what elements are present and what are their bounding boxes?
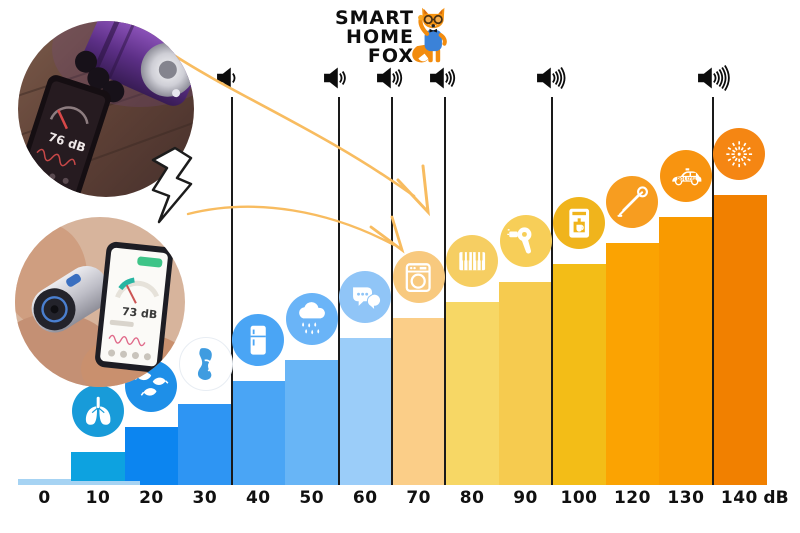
loudspeaker-4-waves: [536, 64, 574, 96]
axis-label-70: 70: [406, 488, 431, 508]
refrigerator-icon: [232, 314, 285, 366]
marker-line: [390, 97, 393, 485]
piano-glyph: [454, 243, 490, 279]
loudspeaker-1-waves: [216, 64, 254, 96]
bar-20db: [124, 427, 179, 485]
axis-label-50: 50: [299, 488, 325, 508]
bar-100db: [552, 264, 607, 485]
axis-label-0: 0: [38, 488, 51, 508]
loudspeaker-5-waves: [697, 64, 735, 96]
axis-label-60: 60: [352, 488, 378, 508]
breathing-icon: [71, 385, 124, 437]
loudspeaker-icon: [537, 67, 566, 89]
logo-line-1: SMART: [334, 7, 414, 29]
marker-line: [444, 97, 447, 485]
lungs-glyph: [80, 393, 116, 429]
axis-label-90: 90: [513, 488, 538, 508]
loudspeaker-3-waves: [429, 64, 467, 96]
rain-icon: [285, 293, 338, 345]
logo-line-2: HOME: [346, 26, 414, 48]
speech-glyph: [347, 279, 383, 315]
fridge-glyph: [240, 322, 276, 358]
axis-label-10: 10: [85, 488, 111, 508]
lightning-bolt-icon: [151, 146, 193, 224]
fireworks-glyph: [721, 136, 757, 172]
axis-label-20: 20: [139, 488, 164, 508]
washing-machine-icon: [392, 251, 445, 303]
coffee-machine-icon: [553, 197, 606, 249]
piano-icon: [446, 235, 499, 287]
coffee-glyph: [561, 205, 597, 241]
conversation-icon: [339, 271, 392, 323]
bar-10db: [71, 452, 126, 485]
bar-80db: [445, 302, 500, 485]
bar-60db: [338, 338, 393, 485]
axis-label-130: 130: [667, 488, 705, 508]
axis-label-30: 30: [192, 488, 218, 508]
marker-line: [230, 97, 233, 485]
axis-label-40: 40: [245, 488, 271, 508]
hair-dryer-icon: [499, 215, 552, 267]
axis-label-100: 100: [560, 488, 598, 508]
loudspeaker-3-waves: [376, 64, 414, 96]
trombone-glyph: [614, 184, 650, 220]
loudspeaker-icon: [323, 67, 346, 89]
axis-unit-label: dB: [763, 488, 789, 508]
bar-130db: [659, 217, 714, 485]
baseline-strip: [18, 481, 140, 485]
phone-decibel-app-bottom: 73 dB: [95, 241, 173, 373]
bar-40db: [231, 381, 286, 485]
bar-90db: [498, 282, 553, 485]
marker-line: [337, 97, 340, 485]
logo-text: SMART HOME FOX: [334, 9, 414, 66]
rain-glyph: [294, 301, 330, 337]
axis-label-140: 140: [720, 488, 758, 508]
bar-120db: [605, 243, 660, 485]
fox-mascot-icon: [412, 7, 447, 63]
loudspeaker-icon: [697, 65, 730, 91]
dryer-glyph: [507, 223, 543, 259]
product-photo-device: 73 dB: [15, 217, 185, 391]
fireworks-icon: [713, 128, 766, 180]
bar-140db: [712, 195, 767, 485]
loudspeaker-icon: [430, 67, 456, 89]
police-car-icon: POLIZEI: [659, 150, 712, 202]
washer-glyph: [400, 259, 436, 295]
bar-50db: [285, 360, 340, 485]
phone-reading-bottom: 73 dB: [121, 305, 158, 322]
bar-70db: [391, 318, 446, 485]
handheld-device: [31, 265, 110, 333]
logo-line-3: FOX: [367, 45, 414, 67]
product-photo-vacuum: 76 dB: [18, 21, 194, 201]
whisper-glyph: [188, 346, 224, 382]
bar-30db: [178, 404, 233, 485]
axis-label-80: 80: [459, 488, 485, 508]
whispering-icon: [178, 337, 233, 391]
police-car-label: POLIZEI: [676, 176, 696, 182]
marker-line: [711, 97, 714, 485]
loudspeaker-icon: [376, 67, 403, 89]
loudspeaker-2-waves: [323, 64, 361, 96]
loudspeaker-icon: [216, 67, 236, 89]
axis-label-120: 120: [613, 488, 651, 508]
marker-line: [551, 97, 554, 485]
trombone-icon: [606, 176, 659, 228]
